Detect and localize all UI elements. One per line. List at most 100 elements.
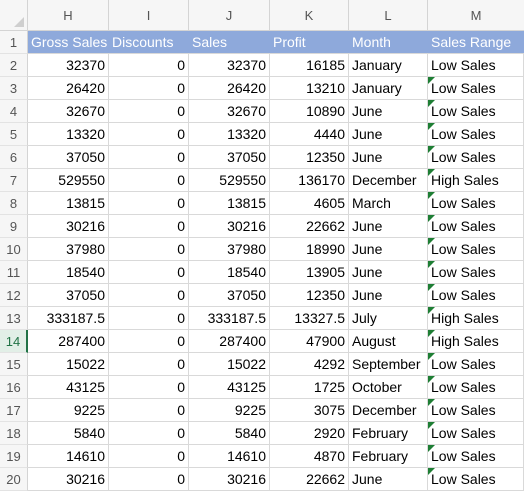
cell-discounts[interactable]: 0 [109,330,189,353]
cell-gross-sales[interactable]: 13815 [28,192,109,215]
cell-discounts[interactable]: 0 [109,353,189,376]
row-number[interactable]: 14 [0,330,28,353]
cell-discounts[interactable]: 0 [109,307,189,330]
cell-sales[interactable]: 14610 [189,445,270,468]
cell-sales[interactable]: 287400 [189,330,270,353]
row-number[interactable]: 8 [0,192,28,215]
row-number[interactable]: 16 [0,376,28,399]
cell-profit[interactable]: 13905 [270,261,349,284]
cell-gross-sales[interactable]: 13320 [28,123,109,146]
cell-month[interactable]: December [349,169,428,192]
row-number[interactable]: 12 [0,284,28,307]
cell-sales-range[interactable]: Low Sales [428,261,524,284]
cell-profit[interactable]: 12350 [270,146,349,169]
cell-month[interactable]: January [349,54,428,77]
cell-discounts[interactable]: 0 [109,123,189,146]
cell-month[interactable]: June [349,468,428,491]
cell-sales-range[interactable]: Low Sales [428,353,524,376]
row-number[interactable]: 18 [0,422,28,445]
cell-sales[interactable]: 30216 [189,468,270,491]
cell-gross-sales[interactable]: 30216 [28,215,109,238]
cell-month[interactable]: October [349,376,428,399]
select-all-corner[interactable] [0,0,28,30]
cell-gross-sales[interactable]: 43125 [28,376,109,399]
cell-gross-sales[interactable]: 32370 [28,54,109,77]
cell-profit[interactable]: 2920 [270,422,349,445]
cell-sales[interactable]: 15022 [189,353,270,376]
cell-month[interactable]: June [349,238,428,261]
header-cell-month[interactable]: Month [349,31,428,54]
row-number[interactable]: 9 [0,215,28,238]
cell-profit[interactable]: 136170 [270,169,349,192]
cell-sales[interactable]: 13320 [189,123,270,146]
cell-sales[interactable]: 43125 [189,376,270,399]
cell-sales[interactable]: 32670 [189,100,270,123]
cell-gross-sales[interactable]: 18540 [28,261,109,284]
cell-sales[interactable]: 26420 [189,77,270,100]
cell-gross-sales[interactable]: 287400 [28,330,109,353]
cell-discounts[interactable]: 0 [109,238,189,261]
cell-month[interactable]: September [349,353,428,376]
cell-discounts[interactable]: 0 [109,146,189,169]
column-header-i[interactable]: I [109,0,189,30]
header-cell-sales[interactable]: Sales [189,31,270,54]
cell-gross-sales[interactable]: 9225 [28,399,109,422]
cell-month[interactable]: June [349,215,428,238]
cell-sales-range[interactable]: Low Sales [428,238,524,261]
cell-sales-range[interactable]: Low Sales [428,399,524,422]
row-number[interactable]: 5 [0,123,28,146]
cell-profit[interactable]: 4440 [270,123,349,146]
cell-profit[interactable]: 13327.5 [270,307,349,330]
header-cell-discounts[interactable]: Discounts [109,31,189,54]
cell-discounts[interactable]: 0 [109,445,189,468]
cell-month[interactable]: February [349,445,428,468]
cell-sales-range[interactable]: Low Sales [428,123,524,146]
cell-month[interactable]: July [349,307,428,330]
row-number[interactable]: 20 [0,468,28,491]
column-header-k[interactable]: K [270,0,349,30]
row-number[interactable]: 6 [0,146,28,169]
cell-gross-sales[interactable]: 37980 [28,238,109,261]
cell-profit[interactable]: 4870 [270,445,349,468]
cell-gross-sales[interactable]: 26420 [28,77,109,100]
cell-sales[interactable]: 37050 [189,284,270,307]
cell-profit[interactable]: 16185 [270,54,349,77]
cell-sales[interactable]: 529550 [189,169,270,192]
cell-gross-sales[interactable]: 30216 [28,468,109,491]
cell-discounts[interactable]: 0 [109,261,189,284]
cell-profit[interactable]: 12350 [270,284,349,307]
row-number[interactable]: 15 [0,353,28,376]
column-header-h[interactable]: H [28,0,109,30]
cell-gross-sales[interactable]: 529550 [28,169,109,192]
cell-sales-range[interactable]: Low Sales [428,215,524,238]
row-number[interactable]: 4 [0,100,28,123]
cell-gross-sales[interactable]: 37050 [28,284,109,307]
cell-profit[interactable]: 4605 [270,192,349,215]
cell-month[interactable]: June [349,146,428,169]
cell-gross-sales[interactable]: 5840 [28,422,109,445]
cell-sales[interactable]: 37980 [189,238,270,261]
cell-discounts[interactable]: 0 [109,468,189,491]
cell-month[interactable]: December [349,399,428,422]
cell-gross-sales[interactable]: 14610 [28,445,109,468]
cell-profit[interactable]: 47900 [270,330,349,353]
cell-discounts[interactable]: 0 [109,100,189,123]
cell-profit[interactable]: 10890 [270,100,349,123]
cell-sales-range[interactable]: Low Sales [428,468,524,491]
cell-sales-range[interactable]: Low Sales [428,445,524,468]
cell-gross-sales[interactable]: 32670 [28,100,109,123]
row-number[interactable]: 11 [0,261,28,284]
cell-sales[interactable]: 30216 [189,215,270,238]
cell-sales-range[interactable]: Low Sales [428,422,524,445]
cell-sales-range[interactable]: Low Sales [428,146,524,169]
row-number[interactable]: 2 [0,54,28,77]
cell-discounts[interactable]: 0 [109,192,189,215]
row-number[interactable]: 1 [0,31,28,54]
header-cell-sales-range[interactable]: Sales Range [428,31,524,54]
cell-sales[interactable]: 13815 [189,192,270,215]
cell-discounts[interactable]: 0 [109,54,189,77]
cell-sales-range[interactable]: Low Sales [428,54,524,77]
cell-sales[interactable]: 5840 [189,422,270,445]
cell-month[interactable]: June [349,261,428,284]
